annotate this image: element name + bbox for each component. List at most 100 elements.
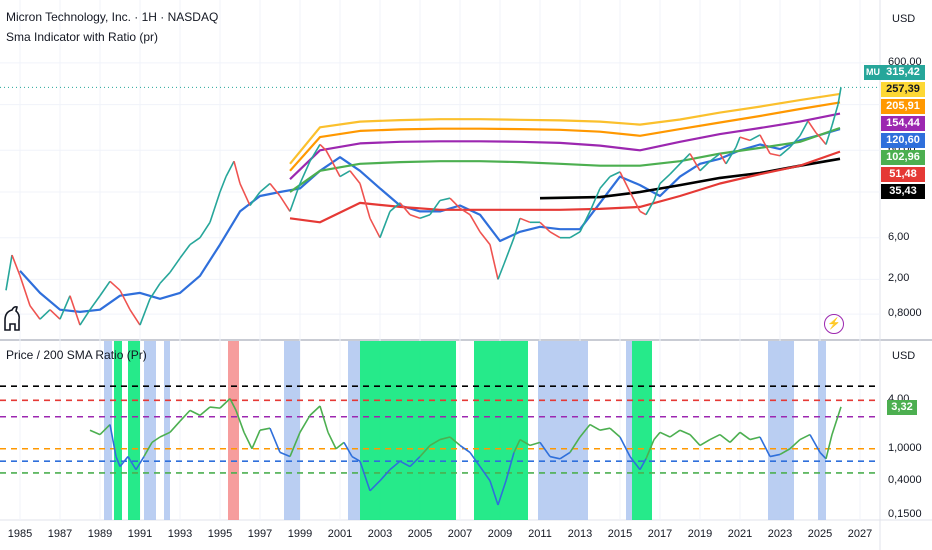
lightning-icon[interactable]: ⚡	[824, 314, 844, 334]
price-candle-segment	[369, 217, 381, 239]
time-axis-tick: 1987	[47, 528, 73, 540]
price-candle-segment	[569, 231, 581, 239]
time-axis-tick: 2011	[528, 528, 552, 540]
price-axis-tick: 0,8000	[888, 307, 922, 320]
price-candle-segment	[709, 152, 721, 162]
ratio-line-segment	[789, 438, 801, 450]
ratio-line-segment	[359, 460, 371, 492]
ratio-line-segment	[115, 456, 121, 467]
ratio-line-segment	[459, 444, 471, 454]
price-candle-segment	[815, 132, 821, 138]
ratio-line-segment	[819, 451, 827, 460]
ratio-line-segment	[831, 406, 842, 435]
ratio-line-segment	[251, 429, 261, 450]
ratio-line-segment	[229, 398, 237, 411]
time-axis-tick: 1985	[7, 528, 33, 540]
ratio-line-segment	[289, 432, 301, 457]
price-candle-segment	[5, 254, 13, 291]
price-candle-segment	[129, 309, 141, 326]
ratio-line-segment	[119, 456, 129, 468]
ratio-line-segment	[825, 434, 833, 459]
price-candle-segment	[609, 171, 621, 178]
ratio-line-segment	[719, 433, 731, 444]
price-candle-segment	[699, 160, 711, 172]
indicator-legend[interactable]: Sma Indicator with Ratio (pr)	[6, 30, 159, 44]
price-candle-segment	[807, 120, 817, 134]
ratio-line-segment	[679, 429, 691, 436]
chart-title[interactable]: Micron Technology, Inc. · 1H · NASDAQ	[6, 10, 219, 24]
ratio-line-segment	[505, 452, 515, 481]
ratio-line-segment	[689, 434, 701, 446]
ratio-zone	[538, 341, 588, 520]
ratio-line-segment	[529, 441, 541, 447]
price-candle-segment	[659, 173, 671, 185]
ratio-line-segment	[343, 441, 353, 457]
price-candle-segment	[399, 202, 411, 216]
time-axis-tick: 1995	[207, 528, 233, 540]
price-candle-segment	[629, 191, 641, 212]
price-candle-segment	[689, 153, 701, 172]
price-candle-segment	[789, 135, 801, 148]
price-candle-segment	[819, 136, 827, 145]
price-candle-segment	[409, 213, 421, 220]
price-candle-segment	[831, 104, 839, 126]
ratio-zone	[818, 341, 826, 520]
time-axis-tick: 2019	[687, 528, 713, 540]
ratio-zone	[632, 341, 652, 520]
tradingview-logo[interactable]	[2, 304, 22, 332]
price-candle-segment	[489, 244, 499, 280]
price-candle-segment	[503, 237, 515, 265]
ratio-line-segment	[199, 406, 211, 416]
ratio-line-segment	[513, 439, 521, 453]
price-candle-segment	[169, 257, 181, 273]
time-axis-tick: 1993	[167, 528, 193, 540]
price-candle-segment	[331, 160, 341, 177]
ratio-line-segment	[669, 429, 681, 438]
ratio-line-segment	[189, 409, 201, 417]
time-axis-tick: 2005	[407, 528, 433, 540]
price-candle-segment	[199, 221, 211, 239]
price-candle-segment	[269, 183, 281, 197]
ratio-axis-tick: 0,1500	[888, 508, 922, 520]
time-axis-tick: 2007	[447, 528, 473, 540]
ratio-axis-currency[interactable]: USD	[892, 350, 916, 362]
time-axis-tick: 2003	[367, 528, 393, 540]
price-scale-badge: 315,42	[881, 65, 925, 80]
price-candle-segment	[69, 295, 81, 326]
ratio-line-segment	[639, 458, 647, 471]
price-candle-segment	[419, 213, 431, 220]
ratio-zone	[114, 341, 122, 520]
price-candle-segment	[11, 254, 21, 277]
ratio-line-segment	[497, 480, 507, 506]
ratio-line-segment	[335, 441, 345, 450]
price-candle-segment	[837, 87, 842, 105]
ratio-pane-title[interactable]: Price / 200 SMA Ratio (Pr)	[6, 348, 147, 362]
ratio-line-segment	[169, 420, 181, 433]
ratio-line-segment	[327, 431, 337, 450]
ratio-line-segment	[127, 456, 137, 471]
ratio-line-segment	[609, 427, 621, 438]
ratio-line-segment	[99, 423, 111, 436]
price-candle-segment	[749, 134, 761, 142]
price-scale-badge: 205,91	[881, 99, 925, 114]
price-candle-segment	[79, 309, 91, 326]
time-axis-tick: 1989	[87, 528, 113, 540]
ratio-axis-tick: 1,0000	[888, 441, 922, 454]
price-candle-segment	[735, 136, 741, 148]
ticker-label: MU	[864, 65, 882, 80]
ratio-line-segment	[645, 439, 655, 460]
time-axis-tick: 2001	[327, 528, 353, 540]
ratio-line-segment	[235, 410, 245, 433]
ratio-line-segment	[539, 441, 551, 457]
price-axis-currency[interactable]: USD	[892, 13, 916, 25]
ratio-line-segment	[243, 431, 253, 450]
price-candle-segment	[439, 197, 451, 202]
ratio-line-segment	[489, 480, 499, 506]
ratio-line-segment	[799, 433, 811, 441]
ratio-value-badge: 3,32	[887, 399, 917, 415]
ratio-line-segment	[759, 436, 771, 457]
price-candle-segment	[325, 149, 333, 162]
price-candle-segment	[599, 176, 611, 189]
ratio-zone	[104, 341, 112, 520]
